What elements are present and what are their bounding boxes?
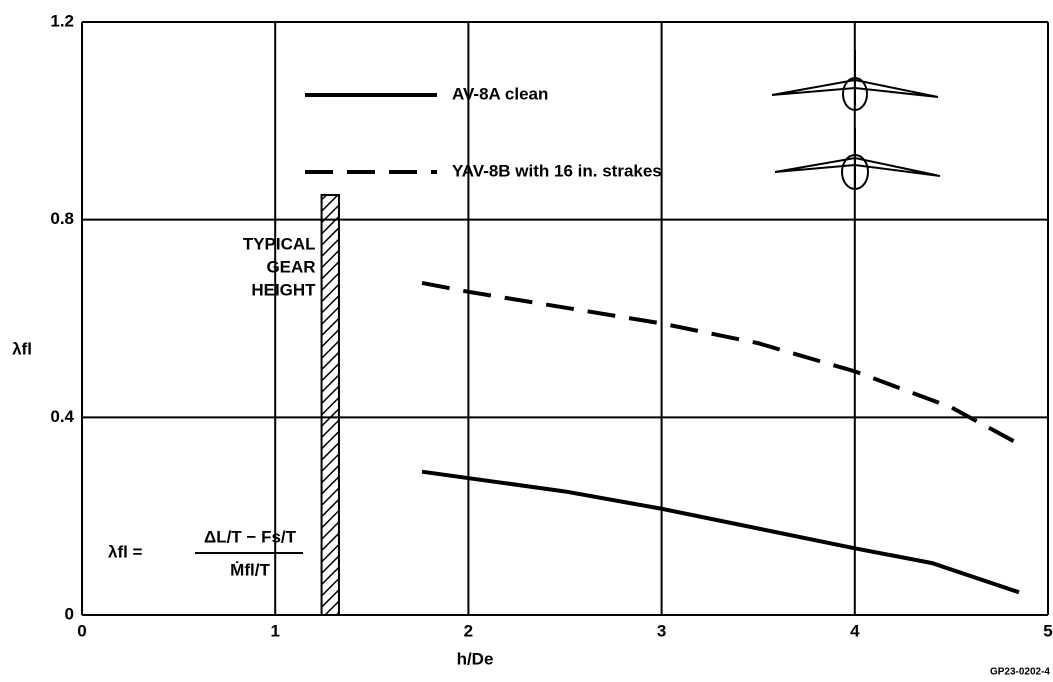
x-axis-label: h/De <box>457 649 494 668</box>
chart: h/De λfl GP23-0202-4 λfl = ΔL/T − Fs/T Ṁ… <box>0 0 1053 677</box>
y-tick-label: 0 <box>65 604 74 623</box>
y-tick-label: 1.2 <box>50 11 74 30</box>
x-tick-label: 4 <box>850 621 860 640</box>
legend-label: AV-8A clean <box>452 84 548 103</box>
gear-label: TYPICAL <box>243 234 316 253</box>
series-line <box>422 472 1019 593</box>
y-tick-label: 0.4 <box>50 407 74 426</box>
x-tick-label: 0 <box>77 621 86 640</box>
x-tick-label: 2 <box>464 621 473 640</box>
x-tick-label: 3 <box>657 621 666 640</box>
y-tick-label: 0.8 <box>50 209 74 228</box>
formula-lhs: λfl = <box>108 542 143 561</box>
formula-denominator: Ṁfl/T <box>230 560 270 579</box>
gear-label: HEIGHT <box>251 280 316 299</box>
series-line <box>422 283 1019 444</box>
aircraft-icon <box>775 128 940 190</box>
x-tick-label: 1 <box>270 621 279 640</box>
gear-height-band <box>322 195 339 615</box>
x-tick-label: 5 <box>1043 621 1052 640</box>
legend-label: YAV-8B with 16 in. strakes <box>452 161 662 180</box>
formula-numerator: ΔL/T − Fs/T <box>204 527 297 546</box>
y-axis-label: λfl <box>12 339 32 358</box>
gear-label: GEAR <box>266 257 315 276</box>
figure-code: GP23-0202-4 <box>990 667 1050 677</box>
